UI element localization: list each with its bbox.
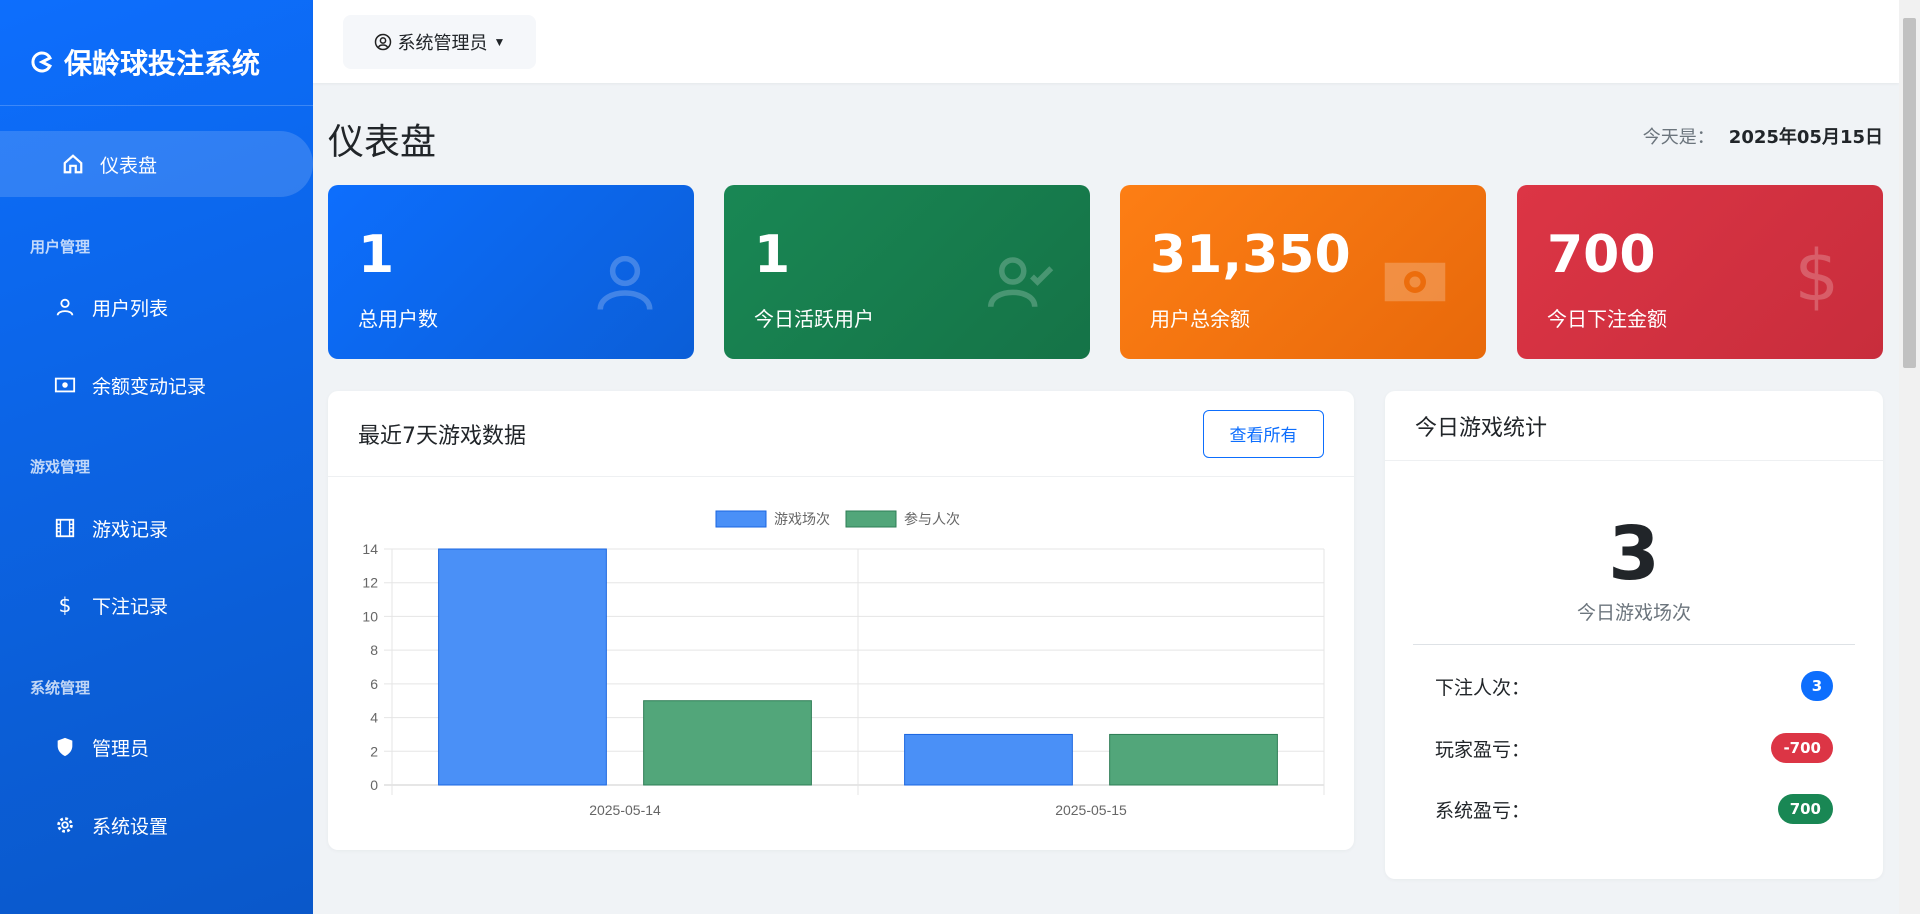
badge-player-pnl: -700 bbox=[1771, 733, 1833, 763]
chart-panel: 最近7天游戏数据 查看所有 0 2 4 6 8 10 12 14 2025-05-14 2025-… bbox=[328, 391, 1354, 850]
section-system-management: 系统管理 bbox=[30, 679, 91, 697]
y-tick-label: 14 bbox=[362, 541, 378, 557]
y-tick-label: 12 bbox=[362, 575, 378, 591]
stat-label: 今日活跃用户 bbox=[754, 307, 874, 331]
sidebar-item-balance-log[interactable]: 余额变动记录 bbox=[0, 352, 313, 418]
stat-label: 今日下注金额 bbox=[1547, 307, 1667, 331]
row-player-pnl: 玩家盈亏： -700 bbox=[1435, 733, 1833, 763]
y-tick-label: 6 bbox=[370, 676, 378, 692]
stat-card-active-users: 1 今日活跃用户 bbox=[724, 185, 1090, 359]
x-tick-label: 2025-05-15 bbox=[1055, 802, 1127, 818]
person-icon bbox=[56, 298, 74, 316]
legend-swatch bbox=[845, 510, 897, 528]
home-icon bbox=[63, 154, 83, 174]
shield-icon bbox=[57, 737, 73, 757]
today-games-label: 今日游戏场次 bbox=[1576, 602, 1691, 624]
sidebar-item-game-records[interactable]: 游戏记录 bbox=[0, 495, 313, 561]
sidebar-item-label: 余额变动记录 bbox=[92, 375, 207, 398]
chart-panel-title: 最近7天游戏数据 bbox=[358, 423, 526, 449]
stat-value: 1 bbox=[754, 225, 791, 285]
date-label: 今天是： bbox=[1642, 127, 1715, 148]
section-user-management: 用户管理 bbox=[30, 238, 91, 256]
person-icon bbox=[597, 255, 653, 311]
sidebar-divider bbox=[0, 105, 313, 106]
stat-card-total-users: 1 总用户数 bbox=[328, 185, 694, 359]
gear-icon bbox=[57, 817, 73, 833]
bar-games bbox=[904, 733, 1073, 786]
page-title: 仪表盘 bbox=[328, 122, 437, 163]
sidebar-item-label: 仪表盘 bbox=[100, 154, 158, 177]
person-check-icon bbox=[988, 257, 1054, 308]
sidebar-item-label: 游戏记录 bbox=[92, 518, 169, 541]
today-games-count: 3 bbox=[1608, 511, 1660, 597]
row-bet-count: 下注人次： 3 bbox=[1435, 671, 1833, 701]
row-label: 玩家盈亏： bbox=[1435, 738, 1531, 761]
stat-label: 用户总余额 bbox=[1150, 307, 1250, 331]
row-label: 下注人次： bbox=[1435, 676, 1531, 699]
legend-label: 游戏场次 bbox=[774, 512, 830, 528]
user-name: 系统管理员 bbox=[397, 33, 488, 53]
divider bbox=[1413, 644, 1855, 645]
brand-name: 保龄球投注系统 bbox=[64, 47, 261, 80]
stat-card-total-balance: 31,350 用户总余额 bbox=[1120, 185, 1486, 359]
stat-label: 总用户数 bbox=[358, 307, 438, 331]
sidebar-item-label: 下注记录 bbox=[92, 595, 169, 618]
sidebar-item-settings[interactable]: 系统设置 bbox=[0, 792, 313, 858]
sidebar-item-label: 管理员 bbox=[92, 737, 150, 760]
x-tick-label: 2025-05-14 bbox=[589, 802, 661, 818]
caret-down-icon: ▼ bbox=[493, 35, 506, 49]
view-all-button[interactable]: 查看所有 bbox=[1203, 409, 1324, 458]
y-tick-label: 10 bbox=[362, 608, 378, 624]
sidebar-item-bet-records[interactable]: $ 下注记录 bbox=[0, 572, 313, 638]
legend-swatch bbox=[715, 510, 767, 528]
film-icon bbox=[55, 518, 75, 538]
stat-value: 1 bbox=[358, 225, 395, 285]
badge-system-pnl: 700 bbox=[1777, 794, 1833, 824]
brand[interactable]: 保龄球投注系统 bbox=[30, 42, 260, 82]
topbar: 系统管理员 ▼ bbox=[313, 0, 1899, 83]
today-stats-panel: 今日游戏统计 3 今日游戏场次 下注人次： 3 玩家盈亏： -700 系统盈亏： 70… bbox=[1385, 391, 1883, 879]
bar-participants bbox=[1109, 733, 1278, 786]
y-tick-label: 8 bbox=[370, 642, 378, 658]
sidebar-item-dashboard[interactable]: 仪表盘 bbox=[0, 131, 313, 197]
cash-icon bbox=[1384, 262, 1446, 302]
user-menu-button[interactable]: 系统管理员 ▼ bbox=[343, 15, 536, 69]
sidebar-item-label: 系统设置 bbox=[92, 815, 169, 838]
dollar-icon: $ bbox=[1794, 235, 1839, 317]
row-label: 系统盈亏： bbox=[1435, 799, 1531, 822]
bar-chart: 0 2 4 6 8 10 12 14 2025-05-14 2025-05-15 游戏场次 参与人次 bbox=[362, 510, 1325, 818]
date-display: 今天是： 2025年05月15日 bbox=[1643, 123, 1883, 149]
stat-card-today-bets: 700 今日下注金额 $ bbox=[1517, 185, 1883, 359]
row-system-pnl: 系统盈亏： 700 bbox=[1435, 794, 1833, 824]
y-tick-label: 0 bbox=[370, 777, 378, 793]
sidebar-item-admins[interactable]: 管理员 bbox=[0, 714, 313, 780]
user-circle-icon bbox=[374, 33, 391, 51]
date-value: 2025年05月15日 bbox=[1728, 127, 1883, 148]
cash-icon bbox=[54, 377, 76, 393]
sidebar-item-user-list[interactable]: 用户列表 bbox=[0, 274, 313, 340]
badge-bet-count: 3 bbox=[1801, 671, 1833, 701]
scrollbar[interactable] bbox=[1899, 0, 1920, 914]
dollar-icon: $ bbox=[58, 593, 72, 617]
y-tick-label: 2 bbox=[370, 743, 378, 759]
y-tick-label: 4 bbox=[370, 710, 378, 726]
section-game-management: 游戏管理 bbox=[30, 458, 91, 476]
logo-icon bbox=[31, 51, 53, 73]
bar-participants bbox=[643, 700, 812, 786]
bar-games bbox=[438, 548, 607, 786]
stat-value: 31,350 bbox=[1150, 225, 1351, 285]
stat-value: 700 bbox=[1547, 225, 1656, 285]
today-stats-title: 今日游戏统计 bbox=[1415, 415, 1548, 441]
scrollbar-thumb[interactable] bbox=[1903, 18, 1916, 368]
sidebar: 保龄球投注系统 仪表盘 用户管理 用户列表 余额变动记录 游戏管理 游戏记录 $… bbox=[0, 0, 313, 914]
legend-label: 参与人次 bbox=[904, 511, 960, 528]
sidebar-item-label: 用户列表 bbox=[92, 297, 169, 320]
